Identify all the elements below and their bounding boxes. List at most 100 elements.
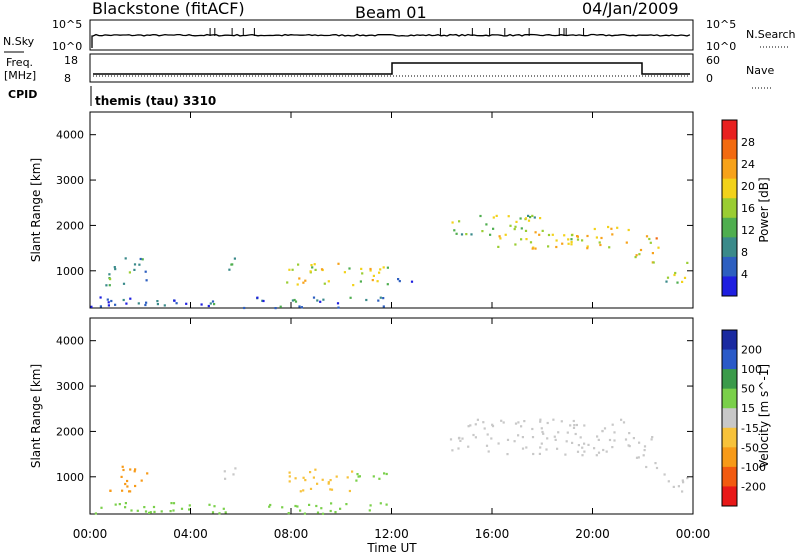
heatmap-cell [369,269,372,272]
heatmap-cell [479,214,482,218]
heatmap-cell [622,421,626,424]
heatmap-cell [118,503,121,506]
heatmap-cell [156,300,159,303]
heatmap-cell [288,268,291,271]
heatmap-cell [329,488,332,491]
heatmap-cell [611,446,614,449]
heatmap-cell [261,299,264,302]
heatmap-cell [602,448,605,452]
heatmap-cell [122,282,126,285]
velocity-y-label: Slant Range [km] [29,364,43,468]
heatmap-cell [379,296,382,299]
heatmap-cell [677,485,680,488]
x-tick-label: 16:00 [475,527,510,541]
heatmap-cell [304,279,307,282]
heatmap-cell [288,480,291,483]
heatmap-cell [382,297,385,300]
heatmap-cell [378,271,381,274]
heatmap-cell [308,503,311,506]
heatmap-cell [169,510,172,513]
heatmap-cell [555,245,558,249]
heatmap-cell [300,306,303,309]
heatmap-cell [648,237,651,241]
heatmap-cell [572,419,575,423]
heatmap-cell [124,502,127,505]
heatmap-cell [449,438,453,441]
x-tick-label: 04:00 [173,527,208,541]
heatmap-cell [613,431,616,434]
heatmap-cell [567,242,570,245]
velocity-colorbar-label: Velocity [m s^-1] [757,364,771,468]
heatmap-cell [207,304,210,308]
heatmap-cell [269,503,272,507]
colorbar-tick-label: 4 [741,268,748,281]
colorbar-swatch [722,178,737,199]
heatmap-cell [129,490,132,493]
heatmap-cell [397,278,400,281]
heatmap-cell [313,263,316,266]
heatmap-cell [504,233,507,236]
heatmap-cell [233,257,236,260]
heatmap-cell [577,444,580,447]
heatmap-cell [291,299,294,302]
heatmap-cell [336,302,340,305]
heatmap-cell [573,424,576,427]
colorbar-tick-label: 50 [741,383,755,396]
nsky-tick-bottom: 10^0 [52,40,82,53]
heatmap-cell [293,298,296,302]
heatmap-cell [593,447,596,450]
heatmap-cell [682,481,685,484]
heatmap-cell [274,307,277,310]
heatmap-cell [309,487,313,490]
heatmap-cell [114,303,117,306]
heatmap-cell [642,454,645,457]
heatmap-cell [655,237,658,240]
heatmap-cell [256,296,259,299]
velocity-panel-frame [89,317,694,515]
heatmap-cell [557,431,560,434]
heatmap-cell [268,505,271,508]
heatmap-cell [524,229,528,232]
heatmap-cell [635,254,638,257]
heatmap-cell [129,297,132,300]
heatmap-cell [228,268,231,271]
heatmap-cell [114,268,117,271]
heatmap-cell [605,450,608,453]
heatmap-cell [519,217,522,220]
heatmap-cell [634,256,637,259]
heatmap-cell [533,216,536,219]
heatmap-cell [517,421,520,424]
heatmap-cell [593,227,596,231]
heatmap-cell [134,468,137,471]
heatmap-cell [316,482,319,485]
heatmap-cell [520,227,523,230]
heatmap-cell [620,418,623,421]
time-axis-label: Time UT [366,541,417,554]
heatmap-cell [645,235,649,238]
heatmap-cell [356,473,359,476]
heatmap-cell [296,505,299,508]
heatmap-cell [369,267,372,271]
heatmap-cell [148,511,151,514]
heatmap-cell [343,271,346,274]
heatmap-cell [628,432,631,435]
heatmap-cell [476,418,479,421]
freq-panel-frame [89,53,694,83]
heatmap-cell [312,296,316,299]
heatmap-cell [566,431,569,434]
heatmap-cell [299,490,302,493]
heatmap-cell [383,472,386,475]
heatmap-cell [581,454,584,457]
heatmap-cell [302,281,305,284]
heatmap-cell [330,502,333,505]
heatmap-cell [635,456,639,459]
heatmap-cell [599,243,602,247]
heatmap-cell [222,507,225,510]
heatmap-cell [100,506,103,509]
colorbar-swatch [722,369,737,390]
heatmap-cell [185,302,188,305]
heatmap-cell [137,302,140,305]
colorbar-tick-label: -15 [741,422,759,435]
heatmap-cell [304,479,307,482]
